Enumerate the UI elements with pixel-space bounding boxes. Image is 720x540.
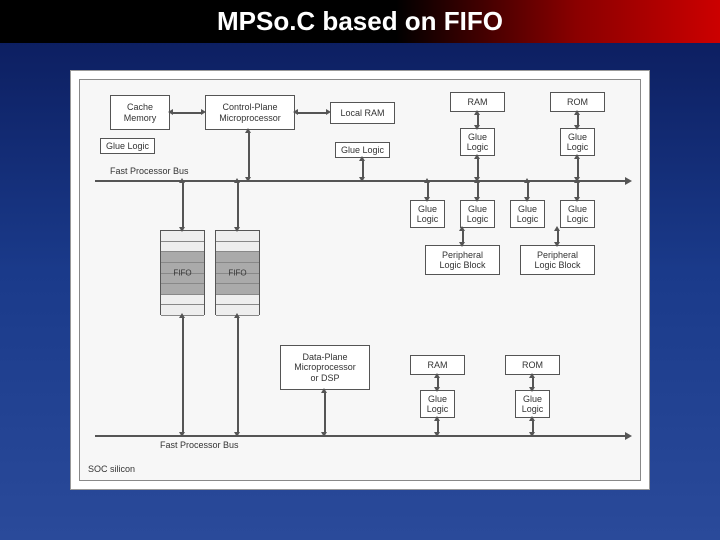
block-glue_r1b: GlueLogic [560, 128, 595, 156]
arrow-h-1 [297, 112, 327, 114]
arrow-v-5 [577, 158, 579, 178]
arrow-v-8 [527, 182, 529, 198]
fifo-label: FIFO [161, 268, 204, 277]
arrow-v-2 [477, 114, 479, 126]
fifo-label: FIFO [216, 268, 259, 277]
block-ram1: RAM [450, 92, 505, 112]
block-glue_r2b: GlueLogic [460, 200, 495, 228]
arrow-v-6 [427, 182, 429, 198]
arrow-v-1 [362, 160, 364, 178]
block-glue_r1a: GlueLogic [460, 128, 495, 156]
block-rom2: ROM [505, 355, 560, 375]
arrow-v-15 [237, 317, 239, 433]
arrow-v-18 [532, 377, 534, 388]
block-ctrl_cpu: Control-PlaneMicroprocessor [205, 95, 295, 130]
arrow-v-11 [557, 230, 559, 243]
soc-label: SOC silicon [88, 464, 135, 474]
bus-line-1 [95, 435, 625, 437]
arrow-v-10 [462, 230, 464, 243]
block-glue_r2d: GlueLogic [560, 200, 595, 228]
block-glue_r2a: GlueLogic [410, 200, 445, 228]
fifo-fifo1: FIFO [160, 230, 205, 315]
block-data_cpu: Data-PlaneMicroprocessoror DSP [280, 345, 370, 390]
slide-title: MPSo.C based on FIFO [217, 6, 503, 36]
block-plb1: PeripheralLogic Block [425, 245, 500, 275]
arrow-v-20 [532, 420, 534, 433]
block-glue_r2c: GlueLogic [510, 200, 545, 228]
diagram-canvas: SOC silicon CacheMemory Control-PlaneMicr… [79, 79, 641, 481]
arrow-v-3 [577, 114, 579, 126]
arrow-v-16 [324, 392, 326, 433]
block-cache: CacheMemory [110, 95, 170, 130]
diagram-frame: SOC silicon CacheMemory Control-PlaneMicr… [70, 70, 650, 490]
arrow-v-7 [477, 182, 479, 198]
block-glue_b2: GlueLogic [515, 390, 550, 418]
block-plb2: PeripheralLogic Block [520, 245, 595, 275]
bus-arrow-0 [625, 177, 632, 185]
block-local_ram: Local RAM [330, 102, 395, 124]
bus-label-0: Fast Processor Bus [110, 166, 189, 176]
bus-label-1: Fast Processor Bus [160, 440, 239, 450]
bus-arrow-1 [625, 432, 632, 440]
block-rom1: ROM [550, 92, 605, 112]
arrow-v-13 [237, 182, 239, 228]
block-glue_b1: GlueLogic [420, 390, 455, 418]
arrow-v-17 [437, 377, 439, 388]
arrow-v-0 [248, 132, 250, 178]
fifo-fifo2: FIFO [215, 230, 260, 315]
slide-title-bar: MPSo.C based on FIFO [0, 0, 720, 43]
arrow-h-0 [172, 112, 202, 114]
arrow-v-4 [477, 158, 479, 178]
block-glue_tl: Glue Logic [100, 138, 155, 154]
block-ram2: RAM [410, 355, 465, 375]
arrow-v-14 [182, 317, 184, 433]
arrow-v-12 [182, 182, 184, 228]
arrow-v-19 [437, 420, 439, 433]
arrow-v-9 [577, 182, 579, 198]
